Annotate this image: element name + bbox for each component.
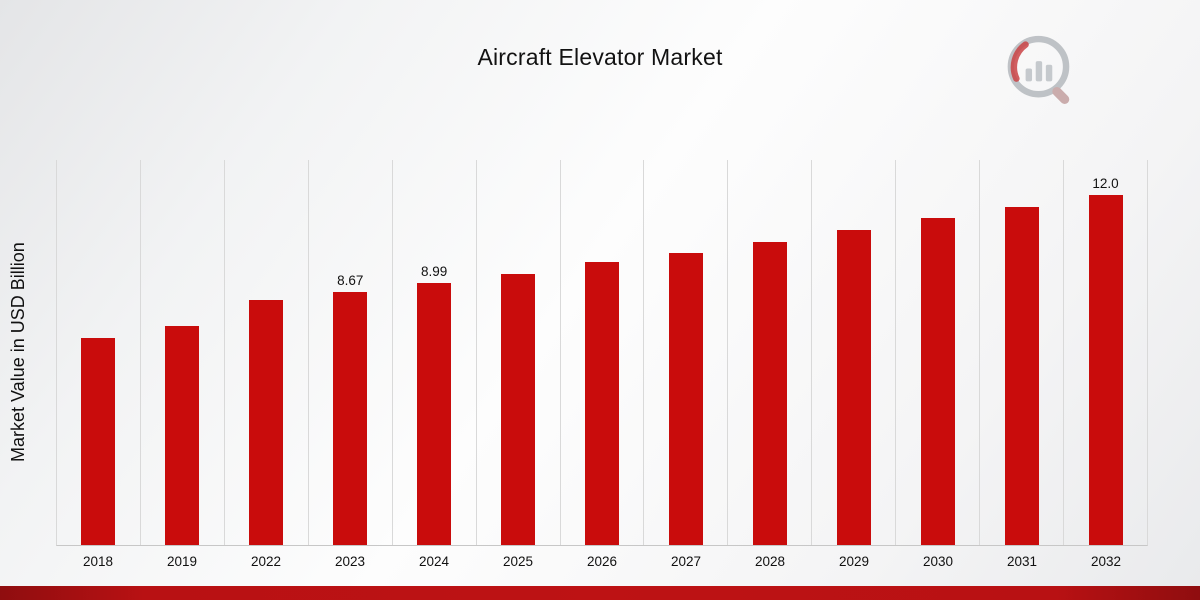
brand-logo-icon — [1007, 35, 1070, 104]
bar-slot-2029 — [812, 160, 897, 545]
bar-slot-2032: 12.0 — [1064, 160, 1147, 545]
x-tick-label-2030: 2030 — [922, 554, 954, 569]
bar-2028 — [752, 241, 787, 545]
x-tick-label-2027: 2027 — [670, 554, 702, 569]
x-tick-label-2018: 2018 — [82, 554, 114, 569]
x-tick-label-2028: 2028 — [754, 554, 786, 569]
bar-2023 — [333, 292, 368, 545]
bar-2029 — [836, 230, 871, 545]
bar-2030 — [920, 218, 955, 545]
bar-2022 — [249, 300, 284, 545]
x-axis-labels: 2018 2019 2022 2023 2024 2025 2026 2027 2028 2029… — [56, 546, 1148, 569]
bar-2032 — [1088, 195, 1123, 545]
bar-2019 — [165, 326, 200, 545]
bar-2018 — [81, 337, 116, 545]
bar-slot-2028 — [728, 160, 813, 545]
footer-accent-bar — [0, 586, 1200, 600]
bar-slot-2026 — [561, 160, 645, 545]
bar-2024 — [417, 282, 452, 545]
bar-slot-2018 — [57, 160, 141, 545]
chart-title: Aircraft Elevator Market — [477, 44, 723, 70]
x-tick-label-2022: 2022 — [250, 554, 282, 569]
bar-value-label-2023: 8.67 — [337, 273, 364, 289]
x-tick-label-2024: 2024 — [418, 554, 450, 569]
y-axis-label: Market Value in USD Billion — [8, 242, 28, 463]
x-tick-label-2025: 2025 — [502, 554, 534, 569]
bar-value-label-2024: 8.99 — [421, 263, 448, 279]
bar-2031 — [1004, 206, 1039, 545]
bar-slot-2022 — [225, 160, 309, 545]
x-tick-label-2032: 2032 — [1090, 554, 1122, 569]
bar-slot-2031 — [980, 160, 1065, 545]
x-tick-label-2031: 2031 — [1006, 554, 1038, 569]
bar-slot-2030 — [896, 160, 981, 545]
bar-slot-2019 — [141, 160, 225, 545]
x-tick-label-2029: 2029 — [838, 554, 870, 569]
bar-slot-2023: 8.67 — [309, 160, 393, 545]
bar-2027 — [668, 253, 703, 545]
bar-slot-2024: 8.99 — [393, 160, 477, 545]
plot-area: 8.67 8.99 12.0 — [56, 160, 1148, 546]
x-tick-label-2019: 2019 — [166, 554, 198, 569]
bar-slot-2025 — [477, 160, 561, 545]
x-tick-label-2026: 2026 — [586, 554, 618, 569]
bar-2026 — [584, 262, 619, 545]
x-tick-label-2023: 2023 — [334, 554, 366, 569]
bar-chart: 8.67 8.99 12.0 2018 2019 2022 2023 2024 2025 202… — [56, 160, 1148, 569]
bar-value-label-2032: 12.0 — [1092, 176, 1119, 191]
bar-slot-2027 — [644, 160, 729, 545]
bar-2025 — [501, 273, 536, 545]
